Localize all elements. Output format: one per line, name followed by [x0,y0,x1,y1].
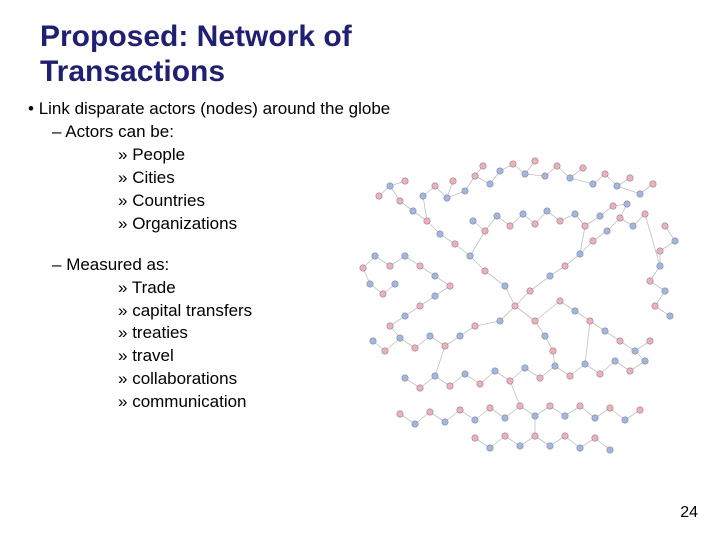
title-line1: Proposed: Network of [40,20,352,53]
title-line2: Transactions [40,55,225,88]
network-diagram [335,126,695,486]
bullet-main: Link disparate actors (nodes) around the… [28,98,390,121]
slide-title: Proposed: Network of Transactions [40,20,440,89]
page-number: 24 [680,504,698,522]
